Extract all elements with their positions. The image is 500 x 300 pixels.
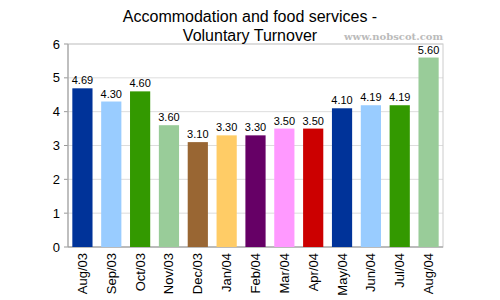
bar [390,105,410,247]
tick-mark [64,145,68,146]
x-tick-label: May/04 [335,253,350,296]
watermark: www.nobscot.com [343,31,443,42]
tick-mark [64,77,68,78]
chart: 0 1 2 3 4 5 6 4.69 4.30 4.60 3.60 3.10 3.30 3.30 3.50 3… [0,0,500,300]
bar [274,129,294,247]
x-tick-label: Dec/03 [190,253,205,294]
tick-mark [64,111,68,112]
data-label: 4.30 [101,88,122,100]
bar [188,142,208,247]
y-tick-label: 6 [53,37,60,52]
y-tick-label: 0 [53,240,60,255]
x-tick-label: Jan/04 [219,253,234,292]
data-label: 4.10 [331,94,352,106]
title-line: Voluntary Turnover [183,27,318,44]
data-label: 3.50 [274,115,295,127]
x-tick-label: Oct/03 [133,253,148,291]
x-tick-label: Jun/04 [363,253,378,292]
bar [130,91,150,247]
plot-frame [68,44,443,247]
y-tick-label: 1 [53,206,60,221]
bar [332,108,352,247]
y-tick-label: 4 [53,104,60,119]
x-tick-label: Feb/04 [248,253,263,293]
background [0,0,500,300]
bar [361,105,381,247]
data-label: 4.19 [360,91,381,103]
data-label: 3.50 [302,115,323,127]
x-tick-label: Mar/04 [277,253,292,293]
data-label: 3.30 [245,121,266,133]
bar [303,129,323,247]
title-line: Accommodation and food services - [123,8,377,25]
tick-mark [64,44,68,45]
tick-mark [64,213,68,214]
bar [217,135,237,247]
x-tick-label: Jul/04 [392,253,407,288]
x-tick-label: Nov/03 [161,253,176,294]
bars [72,58,438,247]
x-tick-label: Sep/03 [104,253,119,294]
grid-line [68,111,443,112]
y-tick-label: 5 [53,70,60,85]
grid-line [68,77,443,78]
data-label: 3.60 [158,111,179,123]
y-tick-label: 2 [53,172,60,187]
bar [418,58,438,247]
data-label: 5.60 [418,44,439,56]
data-label: 3.30 [216,121,237,133]
tick-mark [64,247,68,248]
bar [101,102,121,247]
bar [72,88,92,247]
bar [159,125,179,247]
data-label: 4.60 [129,77,150,89]
bar [245,135,265,247]
data-label: 3.10 [187,128,208,140]
y-tick-label: 3 [53,138,60,153]
data-label: 4.69 [72,74,93,86]
title: Accommodation and food services - Volunta… [123,8,377,44]
tick-mark [64,179,68,180]
data-label: 4.19 [389,91,410,103]
y-axis-line [68,44,69,247]
x-tick-label: Apr/04 [306,253,321,291]
x-tick-label: Aug/03 [75,253,90,294]
x-tick-label: Aug/04 [421,253,436,294]
